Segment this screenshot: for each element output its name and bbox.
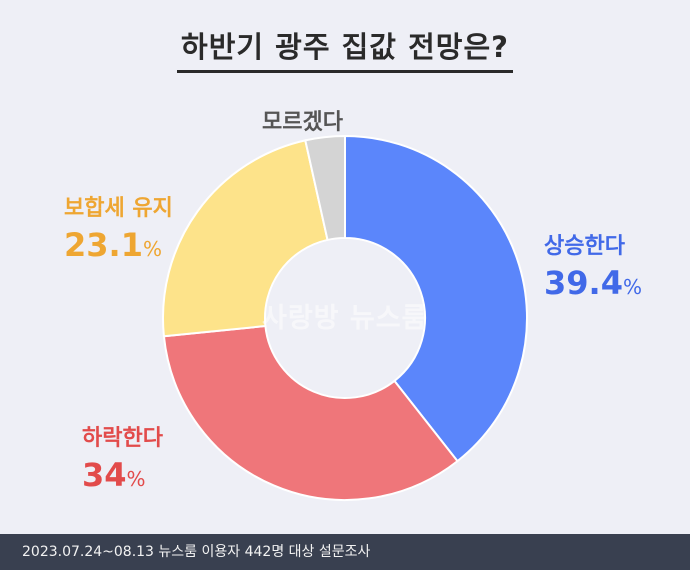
donut-slice-unknown [304,134,346,242]
donut-slice-down [162,324,459,501]
label-keep-name: 보합세 유지 [64,196,173,221]
label-down: 하락한다 34% [82,420,163,494]
donut-slice-keep [162,139,329,338]
label-up: 상승한다 39.4% [544,228,642,302]
label-unknown: 모르겠다 [262,104,343,136]
label-down-name: 하락한다 [82,426,163,451]
label-keep: 보합세 유지 23.1% [64,190,173,264]
label-unknown-name: 모르겠다 [262,110,343,135]
label-keep-value: 23.1% [64,226,162,264]
label-up-value: 39.4% [544,264,642,302]
donut-slice-up [344,134,528,463]
footer-note: 2023.07.24~08.13 뉴스룸 이용자 442명 대상 설문조사 [0,534,690,570]
label-down-value: 34% [82,456,146,494]
watermark-logo: 사랑방 뉴스룸 [262,303,428,334]
donut-hole [266,239,424,397]
chart-title: 하반기 광주 집값 전망은? [0,24,690,73]
label-up-name: 상승한다 [544,234,625,259]
